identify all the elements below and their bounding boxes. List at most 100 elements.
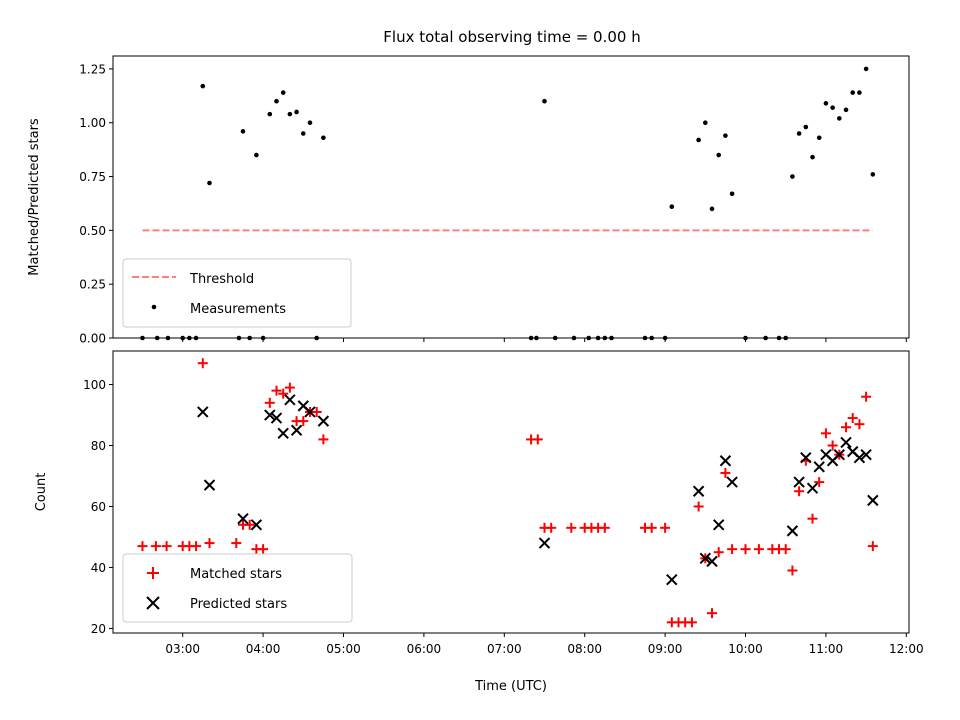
predicted-stars-point bbox=[860, 448, 872, 461]
y-tick-label: 1.00 bbox=[79, 116, 106, 130]
measurement-point bbox=[723, 133, 728, 138]
matched-stars-point bbox=[780, 544, 791, 555]
top-panel-title: Flux total observing time = 0.00 h bbox=[383, 28, 640, 46]
measurement-point bbox=[300, 131, 306, 136]
measurement-point bbox=[843, 107, 849, 113]
legend-matched-swatch bbox=[147, 567, 159, 579]
measurement-point bbox=[542, 98, 547, 104]
legend-threshold-label: Threshold bbox=[189, 272, 254, 287]
measurement-point bbox=[810, 154, 815, 160]
y-tick-label: 80 bbox=[91, 439, 106, 453]
matched-stars-point bbox=[150, 541, 161, 552]
measurement-point bbox=[803, 124, 809, 130]
predicted-stars-point bbox=[719, 455, 732, 467]
predicted-stars-point bbox=[197, 406, 209, 418]
matched-stars-point bbox=[847, 413, 858, 424]
measurement-point bbox=[703, 120, 708, 126]
predicted-stars-point bbox=[264, 409, 276, 421]
legend-predicted-swatch bbox=[146, 596, 160, 610]
x-tick-label: 04:00 bbox=[246, 642, 281, 656]
matched-stars-point bbox=[311, 406, 322, 417]
measurement-point bbox=[857, 90, 862, 95]
matched-stars-point bbox=[867, 541, 878, 552]
matched-stars-point bbox=[532, 434, 543, 445]
bottom-panel-xlabel: Time (UTC) bbox=[474, 679, 547, 694]
bottom-panel-frame bbox=[112, 350, 910, 634]
measurement-point bbox=[274, 98, 279, 104]
top-panel-frame bbox=[112, 55, 910, 339]
matched-stars-point bbox=[271, 385, 282, 396]
measurement-point bbox=[240, 129, 246, 134]
matched-stars-point bbox=[197, 358, 208, 369]
matched-stars-point bbox=[841, 422, 852, 433]
predicted-stars-point bbox=[813, 461, 825, 473]
y-tick-label: 20 bbox=[91, 622, 106, 636]
y-tick-label: 1.25 bbox=[79, 62, 106, 76]
measurement-point bbox=[796, 131, 802, 136]
legend-matched-label: Matched stars bbox=[190, 567, 282, 582]
predicted-stars-point bbox=[666, 573, 678, 586]
predicted-stars-point bbox=[692, 485, 705, 497]
x-tick-label: 12:00 bbox=[889, 642, 924, 656]
predicted-stars-point bbox=[706, 555, 718, 568]
predicted-stars-point bbox=[250, 519, 263, 531]
measurement-point bbox=[207, 180, 212, 186]
matched-stars-point bbox=[727, 544, 738, 555]
matched-stars-point bbox=[720, 467, 731, 478]
predicted-stars-point bbox=[304, 406, 316, 418]
predicted-stars-point bbox=[203, 479, 216, 491]
matched-stars-point bbox=[566, 522, 577, 533]
matched-stars-point bbox=[787, 565, 798, 576]
measurement-point bbox=[870, 172, 876, 177]
matched-stars-point bbox=[191, 541, 202, 552]
y-tick-label: 60 bbox=[91, 500, 106, 514]
y-tick-label: 0.00 bbox=[79, 332, 106, 346]
predicted-stars-point bbox=[726, 476, 738, 488]
matched-stars-point bbox=[137, 541, 148, 552]
x-tick-label: 07:00 bbox=[487, 642, 522, 656]
x-tick-label: 03:00 bbox=[165, 642, 200, 656]
matched-stars-point bbox=[753, 544, 764, 555]
top-panel-ylabel: Matched/Predicted stars bbox=[27, 118, 42, 276]
x-tick-label: 11:00 bbox=[809, 642, 844, 656]
predicted-stars-point bbox=[284, 394, 296, 406]
predicted-stars-point bbox=[277, 427, 289, 440]
matched-stars-point bbox=[204, 538, 215, 549]
measurement-point bbox=[837, 116, 842, 121]
matched-stars-point bbox=[318, 434, 329, 445]
measurement-point bbox=[863, 66, 869, 72]
matched-stars-point bbox=[244, 519, 255, 530]
predicted-stars-point bbox=[853, 451, 866, 464]
matched-stars-point bbox=[546, 522, 557, 533]
matched-stars-point bbox=[686, 617, 697, 628]
matched-stars-point bbox=[646, 522, 657, 533]
predicted-stars-point bbox=[840, 436, 852, 449]
bottom-panel: Count Time (UTC) 20 40 60 80 100 03:00 04:00 05… bbox=[34, 350, 924, 694]
bottom-panel-ylabel: Count bbox=[34, 473, 49, 512]
bottom-panel-legend-box bbox=[122, 553, 353, 623]
predicted-stars-point bbox=[833, 448, 846, 461]
predicted-stars-point bbox=[270, 412, 283, 424]
measurement-point bbox=[696, 137, 701, 143]
matched-stars-point bbox=[807, 513, 818, 524]
top-panel: Flux total observing time = 0.00 h Match… bbox=[27, 28, 910, 346]
measurement-point bbox=[267, 111, 273, 117]
measurement-point bbox=[200, 83, 206, 89]
measurement-point bbox=[850, 90, 856, 95]
predicted-stars-point bbox=[290, 424, 303, 436]
measurement-point bbox=[729, 191, 735, 197]
predicted-stars-point bbox=[867, 494, 879, 507]
measurement-point bbox=[254, 152, 259, 158]
x-tick-label: 09:00 bbox=[648, 642, 683, 656]
x-tick-label: 06:00 bbox=[407, 642, 442, 656]
bottom-panel-legend: Matched stars Predicted stars bbox=[122, 553, 353, 623]
matched-stars-point bbox=[740, 544, 751, 555]
matched-stars-point bbox=[861, 391, 872, 402]
x-tick-label: 08:00 bbox=[567, 642, 602, 656]
measurement-point bbox=[823, 101, 829, 106]
predicted-stars-point bbox=[806, 482, 819, 494]
matched-stars-point bbox=[161, 541, 172, 552]
matched-stars-point bbox=[814, 477, 825, 488]
predicted-stars-point bbox=[538, 537, 551, 549]
